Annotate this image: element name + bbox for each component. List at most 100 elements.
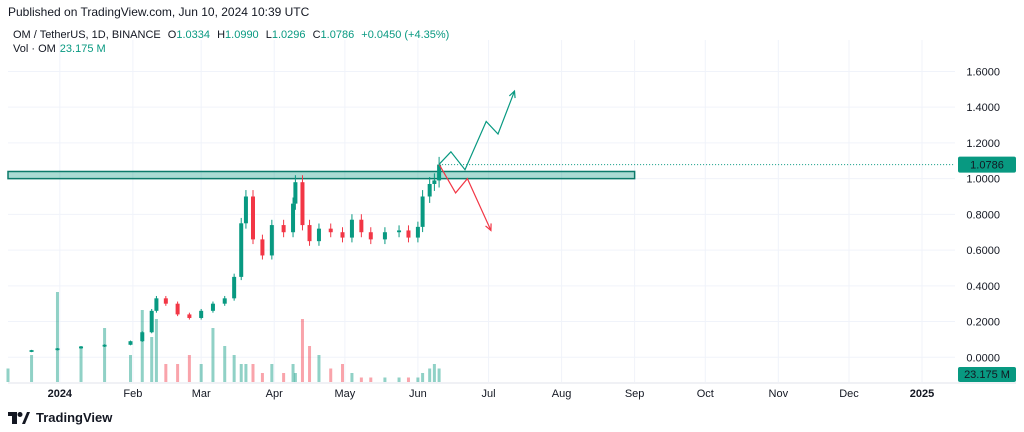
- candle-body: [222, 298, 227, 304]
- candle-body: [437, 164, 442, 181]
- brand-name: TradingView: [36, 410, 113, 425]
- candle-body: [397, 230, 402, 233]
- last-price-label: 1.0786: [970, 160, 1004, 172]
- bullish-projection: [438, 90, 516, 171]
- price-tick-label: 1.4000: [966, 102, 1000, 114]
- volume-bar: [291, 364, 295, 382]
- volume-bar: [428, 368, 432, 382]
- candle-body: [432, 180, 437, 184]
- volume-bar: [223, 346, 227, 382]
- volume-bar: [406, 377, 410, 382]
- volume-bar: [164, 364, 168, 382]
- candle-body: [250, 196, 255, 240]
- price-tick-label: 1.2000: [966, 138, 1000, 150]
- candle-body: [199, 310, 204, 318]
- candle-body: [382, 232, 387, 240]
- candle-body: [260, 239, 265, 256]
- brand-footer[interactable]: TradingView: [8, 410, 112, 425]
- price-tick-label: 1.0000: [966, 174, 1000, 186]
- time-tick-label: 2024: [48, 388, 73, 400]
- bearish-projection-arrowhead: [485, 223, 492, 232]
- volume-bar: [270, 364, 274, 382]
- volume-bar: [416, 377, 420, 382]
- time-tick-label: Nov: [769, 388, 789, 400]
- candle-body: [163, 298, 168, 304]
- volume-bar: [199, 364, 203, 382]
- volume-bar: [359, 377, 363, 382]
- candle-body: [29, 350, 34, 352]
- volume-bar: [350, 373, 354, 382]
- price-tick-label: 0.0000: [966, 352, 1000, 364]
- candle-body: [316, 228, 321, 242]
- candle-body: [269, 225, 274, 256]
- high-value: 1.0990: [225, 29, 259, 41]
- volume-bar: [154, 319, 158, 382]
- candle-body: [415, 226, 420, 238]
- volume-bar: [187, 355, 191, 382]
- volume-label[interactable]: Vol · OM: [13, 43, 56, 55]
- candle-body: [239, 223, 244, 277]
- volume-bar: [369, 377, 373, 382]
- candle-body: [359, 219, 364, 233]
- open-value: 1.0334: [176, 29, 211, 41]
- time-tick-label: Jun: [409, 388, 427, 400]
- candle-body: [187, 314, 192, 318]
- candle-body: [140, 332, 145, 342]
- volume-value: 23.175 M: [59, 43, 106, 55]
- time-tick-label: 2025: [910, 388, 934, 400]
- candle-body: [328, 228, 333, 233]
- bearish-projection: [438, 164, 492, 231]
- candle-body: [154, 298, 159, 311]
- candle-body: [232, 276, 237, 299]
- price-tick-label: 0.6000: [966, 245, 1000, 257]
- volume-bar: [251, 364, 255, 382]
- candle-body: [79, 346, 84, 349]
- volume-bar: [282, 373, 286, 382]
- price-tick-label: 0.2000: [966, 317, 1000, 329]
- bullish-projection-arrowhead: [508, 89, 516, 99]
- time-tick-label: Jul: [482, 388, 496, 400]
- volume-bar: [211, 328, 215, 382]
- candle-body: [420, 196, 425, 227]
- tradingview-logo-icon: [8, 411, 30, 424]
- candle-body: [175, 303, 180, 315]
- open-label: O: [167, 29, 177, 41]
- close-value: 1.0786: [320, 29, 355, 41]
- volume-bar: [293, 373, 297, 382]
- low-label: L: [265, 29, 272, 41]
- candle-body: [293, 182, 298, 204]
- volume-bar: [6, 368, 10, 382]
- volume-bar: [383, 377, 387, 382]
- candle-body: [307, 225, 312, 242]
- volume-bar: [55, 292, 59, 382]
- time-tick-label: Oct: [697, 388, 714, 400]
- time-tick-label: Mar: [192, 388, 211, 400]
- volume-bar: [244, 364, 248, 382]
- volume-bar: [140, 310, 144, 382]
- candle-body: [128, 341, 133, 345]
- candle-body: [368, 232, 373, 240]
- volume-bar: [30, 355, 34, 382]
- volume-bar: [260, 373, 264, 382]
- volume-bar: [308, 346, 312, 382]
- volume-badge-label: 23.175 M: [964, 369, 1010, 381]
- candle-body: [340, 232, 345, 238]
- volume-bar: [300, 319, 304, 382]
- time-tick-label: Apr: [266, 388, 283, 400]
- candle-body: [406, 230, 411, 238]
- price-tick-label: 0.8000: [966, 209, 1000, 221]
- price-tick-label: 0.4000: [966, 281, 1000, 293]
- volume-bar: [421, 373, 425, 382]
- volume-bar: [232, 355, 236, 382]
- candle-body: [300, 182, 305, 226]
- volume-bar: [317, 355, 321, 382]
- high-label: H: [217, 29, 226, 41]
- price-tick-label: 1.6000: [966, 66, 1000, 78]
- candle-body: [281, 225, 286, 233]
- volume-bar: [329, 368, 333, 382]
- volume-bar: [341, 364, 345, 382]
- volume-bar: [437, 368, 441, 382]
- resistance-zone: [7, 170, 636, 180]
- symbol-name[interactable]: OM / TetherUS, 1D, BINANCE: [13, 29, 161, 41]
